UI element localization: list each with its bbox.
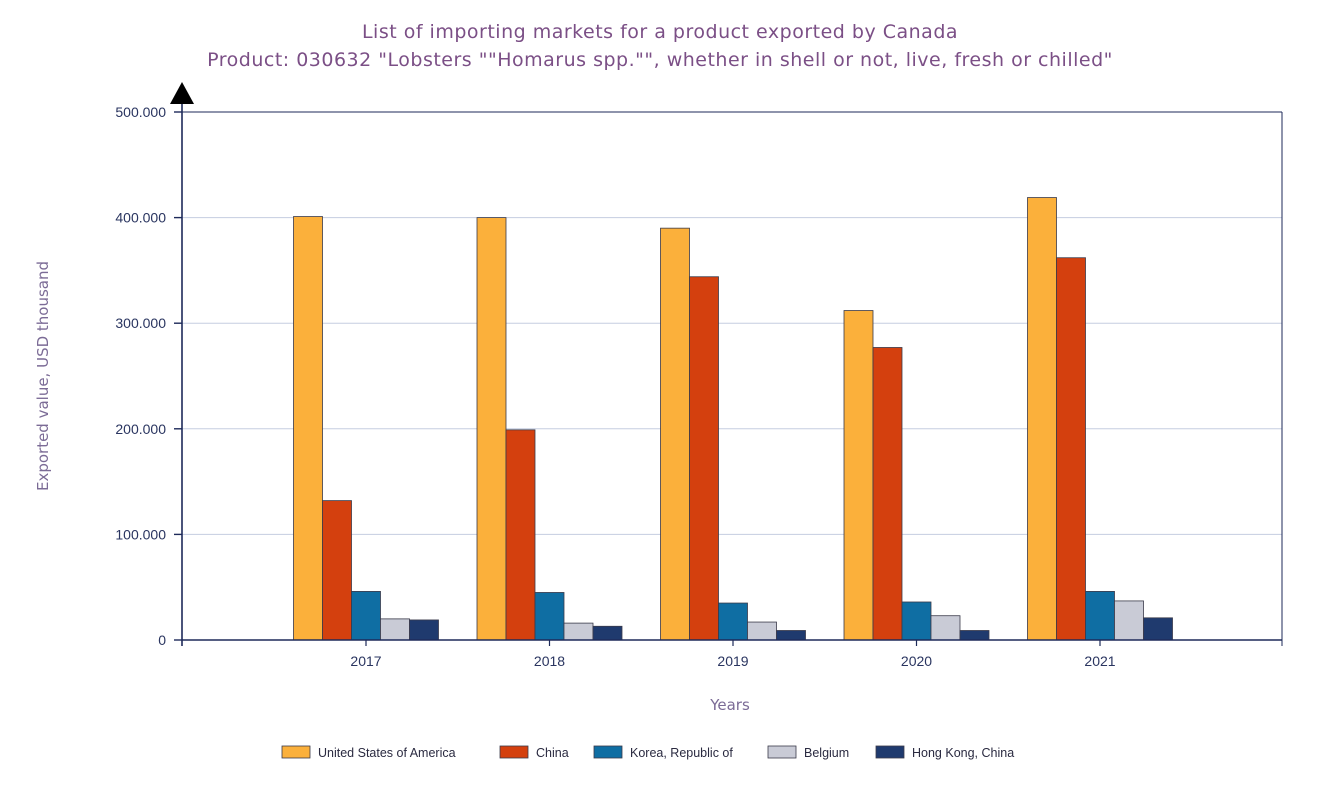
legend: United States of America China Korea, Repu… <box>281 745 1014 760</box>
bar <box>959 630 990 641</box>
bar <box>1114 600 1144 641</box>
bar <box>747 621 777 641</box>
bar <box>476 217 507 641</box>
bar <box>1056 257 1086 641</box>
bar <box>505 429 536 641</box>
bar <box>872 347 903 641</box>
bar <box>1085 591 1115 641</box>
bar <box>930 615 961 641</box>
y-tick-label: 400.000 <box>115 210 166 226</box>
legend-label: Korea, Republic of <box>630 746 733 760</box>
legend-swatch <box>593 745 623 759</box>
axes <box>170 82 1283 646</box>
bar <box>843 310 874 641</box>
bar <box>351 591 381 641</box>
x-tick-label: 2020 <box>901 653 932 669</box>
x-axis-label: Years <box>709 696 750 714</box>
legend-swatch <box>767 745 797 759</box>
legend-label: China <box>536 746 569 760</box>
bar <box>1027 197 1057 641</box>
bar <box>380 618 410 641</box>
x-tick-label: 2021 <box>1084 653 1115 669</box>
x-tick-label: 2018 <box>534 653 565 669</box>
bar <box>718 602 748 641</box>
x-tick-label: 2017 <box>350 653 381 669</box>
bar <box>660 227 690 641</box>
y-tick-label: 200.000 <box>115 421 166 437</box>
y-tick-label: 0 <box>158 632 166 648</box>
y-axis-label: Exported value, USD thousand <box>34 261 52 491</box>
bar <box>293 216 323 641</box>
bars <box>293 197 1173 641</box>
bar <box>592 625 623 641</box>
y-tick-label: 100.000 <box>115 526 166 542</box>
gridlines <box>182 111 1282 535</box>
y-axis-arrow-icon <box>170 82 194 104</box>
chart-subtitle: Product: 030632 "Lobsters ""Homarus spp.… <box>207 49 1113 71</box>
bar <box>1143 617 1173 641</box>
y-tick-label: 300.000 <box>115 315 166 331</box>
bar <box>563 622 594 641</box>
x-tick-label: 2019 <box>717 653 748 669</box>
legend-label: United States of America <box>318 746 456 760</box>
y-tick-label: 500.000 <box>115 104 166 120</box>
x-ticks: 2017 2018 2019 2020 2021 <box>350 640 1116 669</box>
bar <box>322 500 352 641</box>
bar <box>689 276 719 641</box>
bar <box>901 601 932 641</box>
y-ticks: 0 100.000 200.000 300.000 400.000 500.000 <box>115 104 182 648</box>
bar <box>776 630 806 641</box>
bar <box>409 619 439 641</box>
legend-label: Belgium <box>804 746 849 760</box>
legend-swatch <box>499 745 529 759</box>
legend-swatch <box>281 745 311 759</box>
legend-swatch <box>875 745 905 759</box>
chart-title: List of importing markets for a product … <box>362 21 958 43</box>
legend-label: Hong Kong, China <box>912 746 1014 760</box>
bar <box>534 592 565 641</box>
